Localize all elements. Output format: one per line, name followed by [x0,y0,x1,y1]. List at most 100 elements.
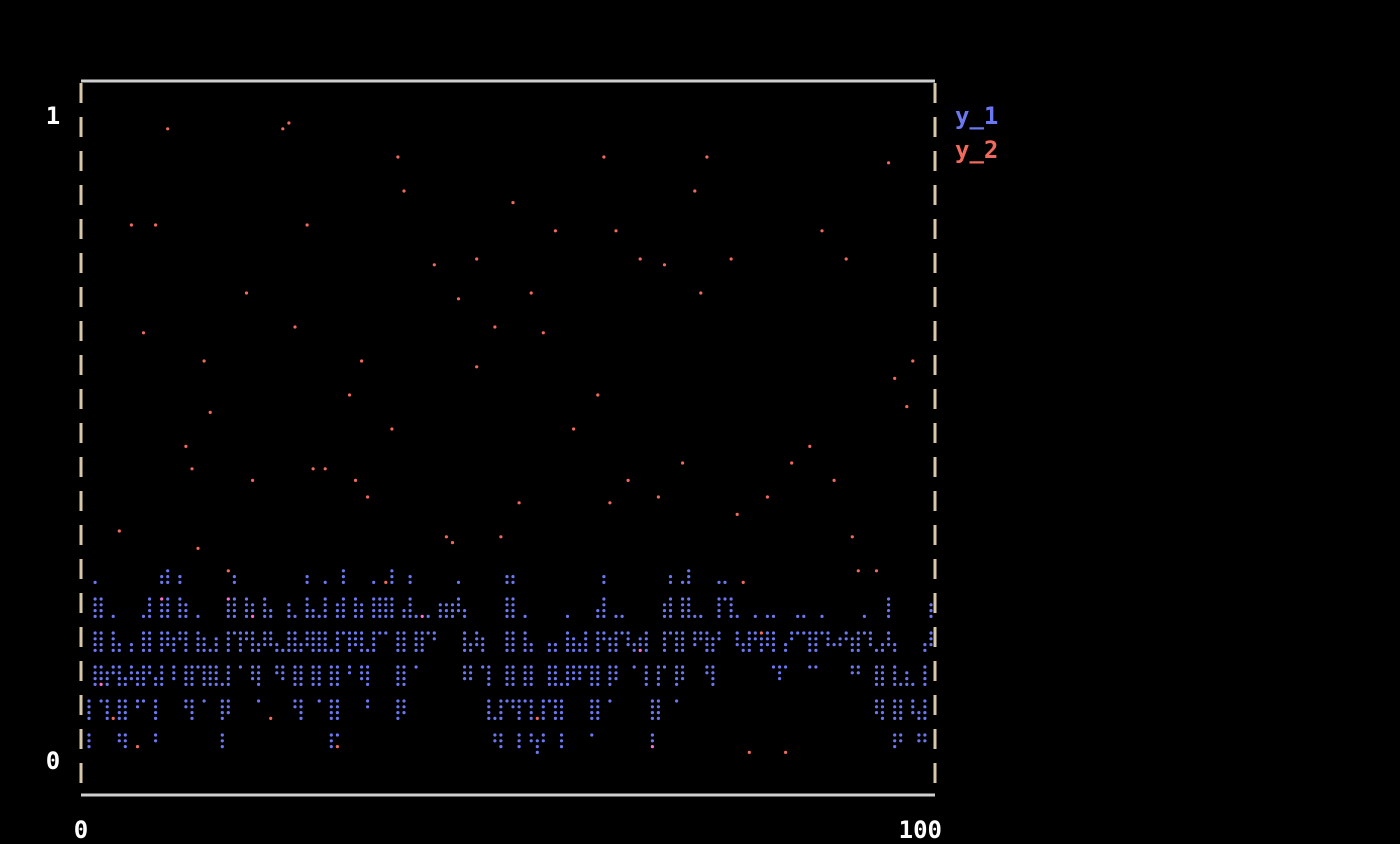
y_1-point [251,671,255,675]
y_1-point [475,637,479,641]
y_1-point [826,631,830,635]
y_2-point [499,535,503,539]
y_1-point [668,603,673,607]
y_1-point [880,699,885,703]
y_1-point [553,648,558,653]
y_1-point [414,614,418,619]
y_1-point [263,603,267,607]
y_1-point [650,711,655,715]
y_1-point [335,648,339,653]
y_1-point [656,711,661,715]
y_1-point [317,665,321,669]
y_1-point [408,614,412,619]
y_1-point [856,637,860,641]
y_1-point [117,671,121,675]
y_1-point [111,614,115,619]
y_1-point [923,671,927,675]
y_1-point [735,637,739,641]
y_1-point [681,597,685,601]
y_1-point [93,643,97,647]
y_1-point [632,643,636,647]
y_1-point [880,682,885,687]
y_1-point [602,603,606,607]
y_1-point [711,643,715,647]
y_1-point [190,705,194,709]
y_1-point [311,631,315,635]
y_1-point [372,648,376,653]
y_1-point [220,745,224,749]
y_1-point [329,745,333,749]
y_1-point [408,597,412,601]
y_1-point [662,665,667,669]
y_1-point [505,677,509,681]
y_1-point [347,637,352,641]
y_1-point [402,637,406,641]
y_1-point [141,671,146,675]
y_1-point [893,643,897,647]
y_1-point [160,603,164,607]
y_1-point [402,609,406,613]
y_1-point [311,637,315,641]
y_1-point [572,648,576,653]
y_1-point [493,733,497,737]
y_1-point [475,643,479,647]
y_1-point [668,580,673,585]
y_1-point [184,677,188,681]
y_1-point [687,614,691,619]
y_1-point [614,637,618,641]
y_1-point [899,711,903,715]
y_1-point [759,643,764,647]
y_1-point [378,597,382,601]
y_1-point [475,631,479,635]
y_2-point [475,257,479,261]
y_1-point [275,665,279,669]
y_1-point [862,631,867,635]
y_2-point [596,393,600,397]
y_1-point [93,682,97,687]
y_1-point [905,682,909,687]
y_1-point [353,631,358,635]
y_1-point [111,637,115,641]
y_1-point [190,665,194,669]
y_1-point [251,643,255,647]
y_1-point [148,597,152,601]
y_1-point [578,665,582,669]
y_2-point [281,127,285,131]
y_1-point [263,637,267,641]
y_1-point [887,643,891,647]
y_1-point [347,643,352,647]
y_1-point [372,614,376,619]
y_1-point [232,614,236,619]
y_1-point [323,609,327,613]
y_1-point [154,699,158,703]
y_1-point [735,614,739,619]
y_1-point [323,614,327,619]
y_1-point [529,665,533,669]
y_1-point [711,637,715,641]
y_2-point [202,359,206,363]
y_1-point [523,671,527,675]
y_1-point [765,614,770,619]
y_1-point [675,665,679,669]
y_1-point [160,677,164,681]
y_1-point [287,603,291,607]
y_1-point [160,643,164,647]
y_1-point [505,614,509,619]
y_1-point [111,648,115,653]
y_1-point [547,682,552,687]
y_1-point [214,682,218,687]
y_1-point [117,648,121,653]
y_1-point [675,699,679,703]
y_2-point [366,495,370,499]
y_1-point [166,569,170,573]
y_1-point [148,614,152,619]
y_1-point [293,699,297,703]
y_1-point [396,643,400,647]
y_1-point [190,716,194,721]
y_1-point [596,631,600,635]
y_1-point [511,603,515,607]
y_1-point [402,614,406,619]
y_1-point [232,580,236,585]
y_2-point [184,444,188,448]
y_1-point [808,631,812,635]
